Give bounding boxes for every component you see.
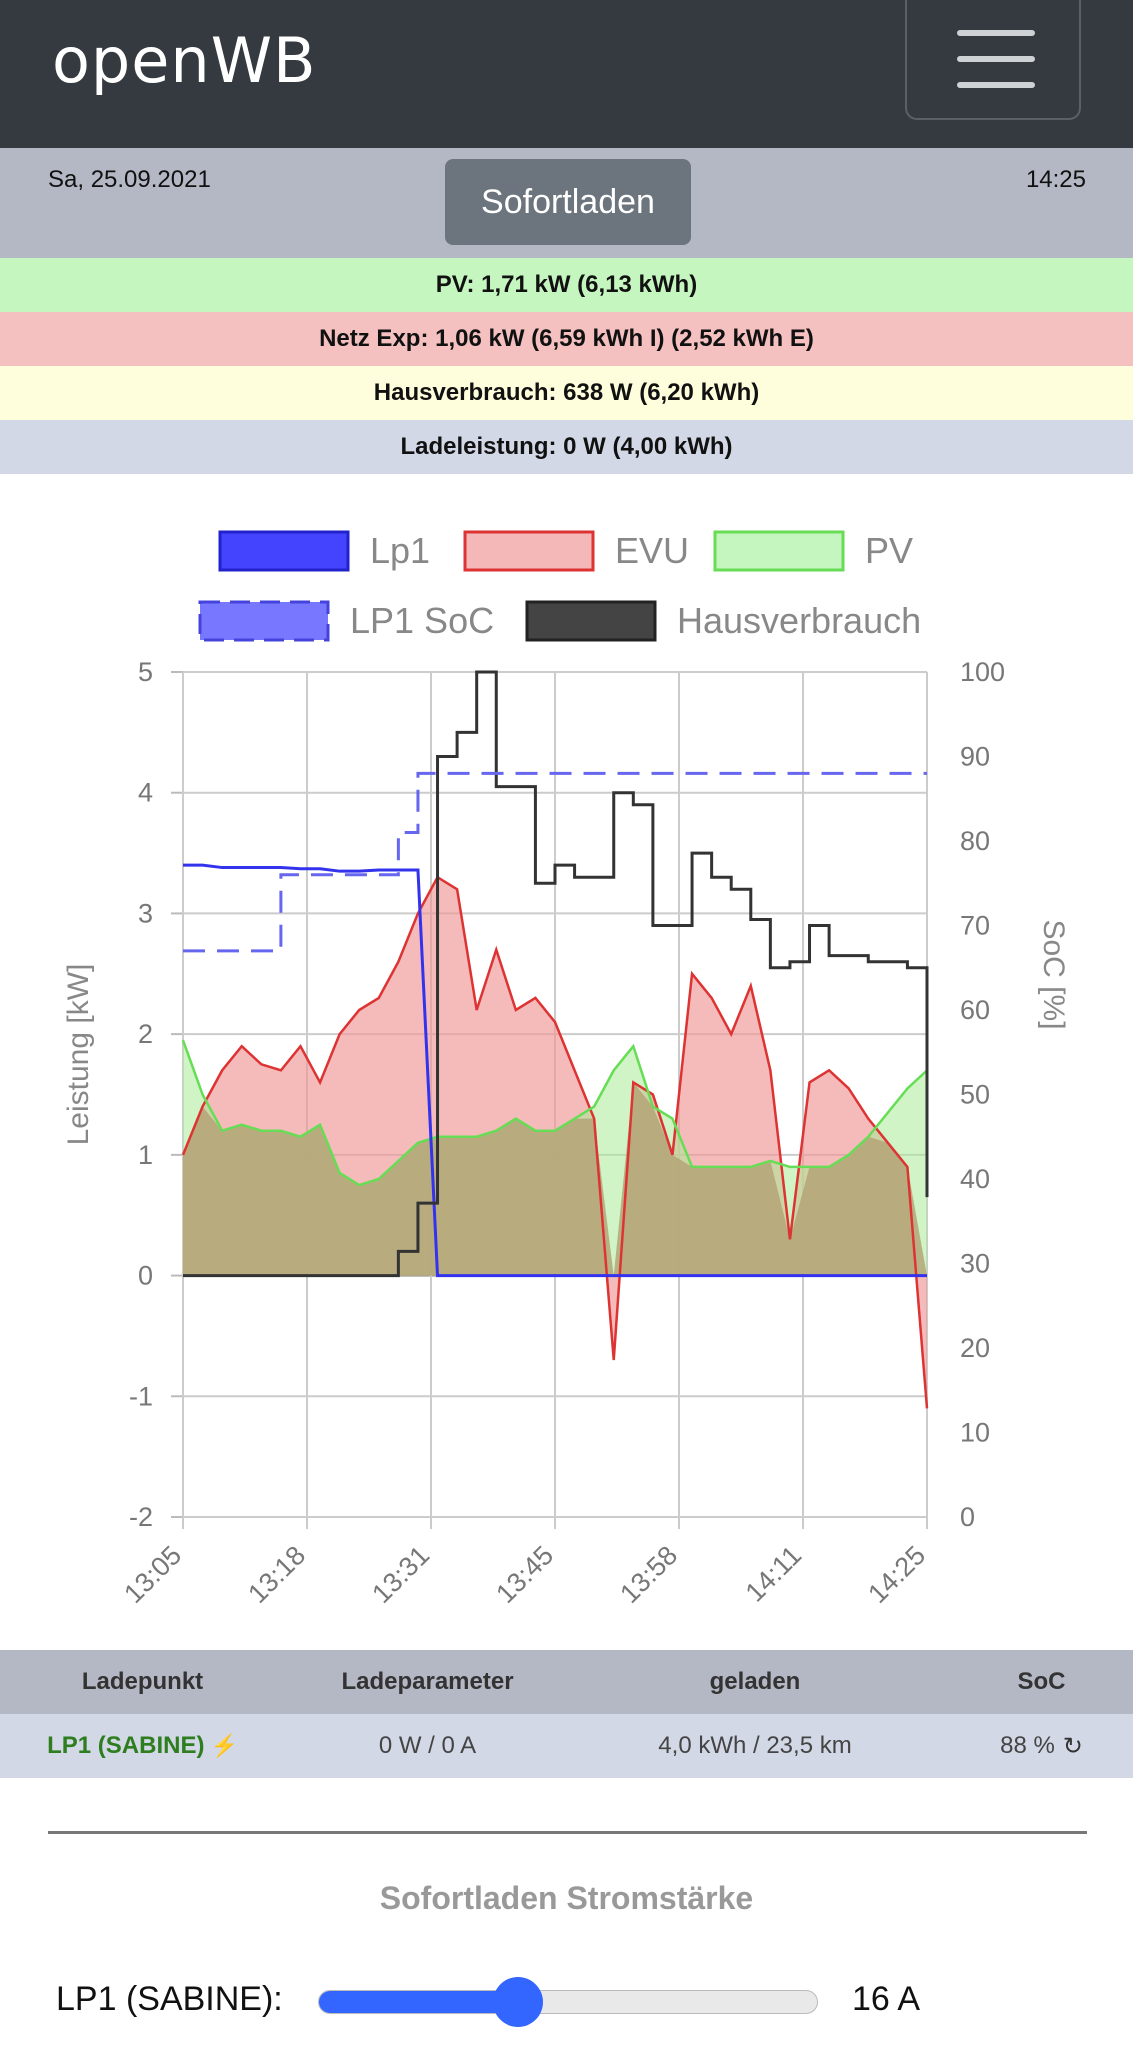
y2-tick-label: 0	[960, 1502, 975, 1532]
date-text: Sa, 25.09.2021	[48, 166, 211, 193]
slider-fill	[319, 1991, 519, 2013]
x-tick-label: 13:31	[366, 1540, 435, 1609]
legend-label: PV	[865, 530, 913, 571]
legend-swatch	[218, 530, 350, 572]
slider-section-title: Sofortladen Stromstärke	[379, 1880, 754, 1916]
y2-tick-label: 90	[960, 742, 990, 772]
evu-line	[181, 875, 929, 1409]
y2-tick-label: 40	[960, 1164, 990, 1194]
overlap-area	[183, 1082, 927, 1276]
x-tick-label: 13:58	[614, 1540, 683, 1609]
chargepoint-table-header: Ladepunkt Ladeparameter geladen SoC	[0, 1650, 1133, 1714]
hamburger-line	[957, 56, 1035, 62]
x-tick-label: 13:45	[490, 1540, 559, 1609]
soc-value: 88 %	[1000, 1732, 1055, 1759]
pv-line	[181, 1039, 928, 1187]
hamburger-line	[957, 82, 1035, 88]
legend-label: Lp1	[370, 530, 430, 571]
y2-tick-label: 50	[960, 1080, 990, 1110]
y2-tick-label: 80	[960, 826, 990, 856]
charged-amount: 4,0 kWh / 23,5 km	[658, 1732, 852, 1759]
charging-power-strip: Ladeleistung: 0 W (4,00 kWh)	[0, 420, 1133, 474]
house-consumption-strip: Hausverbrauch: 638 W (6,20 kWh)	[0, 366, 1133, 420]
legend-label: EVU	[615, 530, 689, 571]
hamburger-menu-button[interactable]	[905, 0, 1081, 120]
navbar: openWB	[0, 0, 1133, 148]
grid-strip: Netz Exp: 1,06 kW (6,59 kWh I) (2,52 kWh…	[0, 312, 1133, 366]
charge-mode-button[interactable]: Sofortladen	[445, 159, 691, 245]
x-tick-label: 14:25	[862, 1540, 931, 1609]
y-axis-label: Leistung [kW]	[62, 964, 95, 1146]
legend-label: Hausverbrauch	[677, 600, 921, 641]
x-tick-label: 14:11	[740, 1540, 808, 1608]
pv-strip: PV: 1,71 kW (6,13 kWh)	[0, 258, 1133, 312]
slider-label: LP1 (SABINE):	[56, 1980, 283, 2018]
y-tick-label: 3	[138, 898, 153, 928]
chargepoint-row: LP1 (SABINE) ⚡ 0 W / 0 A 4,0 kWh / 23,5 …	[0, 1714, 1133, 1778]
soc-cell: 88 % ↻	[950, 1714, 1133, 1778]
legend-swatch	[198, 600, 330, 642]
charge-params: 0 W / 0 A	[378, 1732, 477, 1759]
slider-value: 16 A	[852, 1980, 921, 2018]
legend-swatch	[463, 530, 595, 572]
y-tick-label: -1	[129, 1381, 153, 1411]
y-tick-label: 0	[138, 1261, 153, 1291]
header-ladeparameter: Ladeparameter	[341, 1668, 514, 1695]
brand-logo[interactable]: openWB	[52, 24, 317, 97]
y2-tick-label: 20	[960, 1333, 990, 1363]
plug-icon: ⚡	[210, 1733, 238, 1758]
hausverbrauch-line	[183, 670, 929, 1278]
y-tick-label: 2	[138, 1019, 153, 1049]
time-text: 14:25	[1025, 166, 1086, 193]
x-tick-label: 13:18	[242, 1540, 311, 1609]
y2-tick-label: 100	[960, 657, 1005, 687]
y-tick-label: 5	[138, 657, 153, 687]
y2-axis-label: SoC [%]	[1037, 919, 1070, 1029]
soc-line	[183, 771, 927, 953]
y2-tick-label: 10	[960, 1418, 990, 1448]
y2-tick-label: 70	[960, 911, 990, 941]
chargepoint-name-cell[interactable]: LP1 (SABINE) ⚡	[0, 1714, 285, 1778]
hamburger-line	[957, 30, 1035, 36]
lp1-line	[183, 863, 927, 1278]
y-tick-label: -2	[129, 1502, 153, 1532]
y2-tick-label: 30	[960, 1249, 990, 1279]
section-divider	[48, 1831, 1087, 1834]
header-geladen: geladen	[709, 1668, 801, 1695]
legend-swatch	[525, 600, 657, 642]
header-soc: SoC	[1017, 1668, 1066, 1695]
chargepoint-name: LP1 (SABINE)	[47, 1732, 205, 1759]
slider-thumb[interactable]	[493, 1977, 544, 2027]
y-tick-label: 1	[138, 1140, 153, 1170]
current-slider[interactable]	[318, 1977, 818, 2027]
legend-label: LP1 SoC	[350, 600, 494, 641]
refresh-icon[interactable]: ↻	[1062, 1732, 1083, 1760]
x-tick-label: 13:05	[118, 1540, 187, 1609]
legend-swatch	[713, 530, 845, 572]
y2-tick-label: 60	[960, 995, 990, 1025]
header-ladepunkt: Ladepunkt	[81, 1668, 204, 1695]
y-tick-label: 4	[138, 778, 153, 808]
